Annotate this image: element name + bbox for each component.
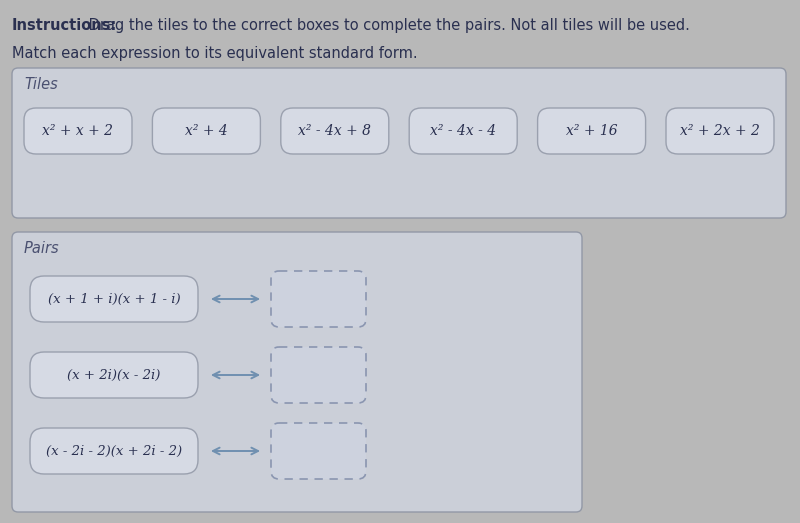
Text: x² + 2x + 2: x² + 2x + 2	[680, 124, 760, 138]
Text: Pairs: Pairs	[24, 241, 60, 256]
FancyBboxPatch shape	[666, 108, 774, 154]
FancyBboxPatch shape	[12, 68, 786, 218]
Text: Tiles: Tiles	[24, 77, 58, 92]
Text: Match each expression to its equivalent standard form.: Match each expression to its equivalent …	[12, 46, 418, 61]
Text: (x + 2i)(x - 2i): (x + 2i)(x - 2i)	[67, 369, 161, 381]
FancyBboxPatch shape	[281, 108, 389, 154]
Text: Drag the tiles to the correct boxes to complete the pairs. Not all tiles will be: Drag the tiles to the correct boxes to c…	[84, 18, 690, 33]
FancyBboxPatch shape	[271, 423, 366, 479]
FancyBboxPatch shape	[12, 232, 582, 512]
FancyBboxPatch shape	[24, 108, 132, 154]
Text: x² + x + 2: x² + x + 2	[42, 124, 114, 138]
FancyBboxPatch shape	[30, 428, 198, 474]
FancyBboxPatch shape	[271, 271, 366, 327]
FancyBboxPatch shape	[410, 108, 518, 154]
FancyBboxPatch shape	[152, 108, 260, 154]
Text: x² - 4x - 4: x² - 4x - 4	[430, 124, 496, 138]
Text: x² + 16: x² + 16	[566, 124, 618, 138]
Text: (x + 1 + i)(x + 1 - i): (x + 1 + i)(x + 1 - i)	[48, 292, 180, 305]
Text: x² + 4: x² + 4	[185, 124, 228, 138]
FancyBboxPatch shape	[30, 352, 198, 398]
FancyBboxPatch shape	[271, 347, 366, 403]
Text: Instructions:: Instructions:	[12, 18, 118, 33]
Text: x² - 4x + 8: x² - 4x + 8	[298, 124, 371, 138]
FancyBboxPatch shape	[30, 276, 198, 322]
Text: (x - 2i - 2)(x + 2i - 2): (x - 2i - 2)(x + 2i - 2)	[46, 445, 182, 458]
FancyBboxPatch shape	[538, 108, 646, 154]
